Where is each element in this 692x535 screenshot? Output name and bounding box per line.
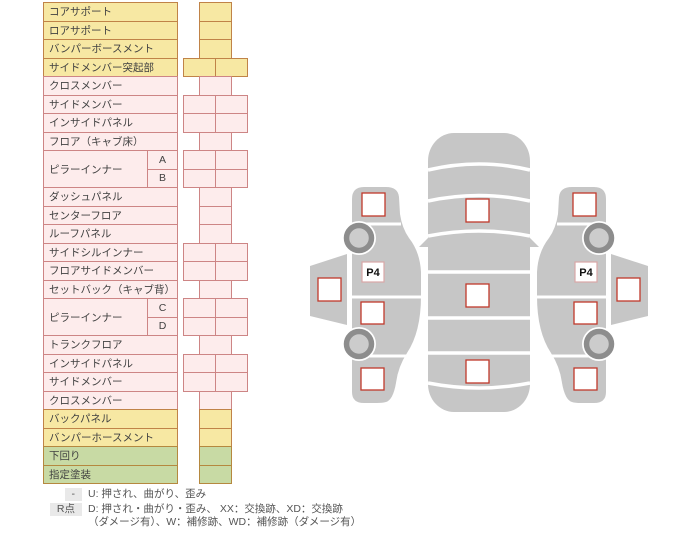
part-row: クロスメンバー: [43, 390, 248, 410]
part-sublabel: C: [147, 298, 178, 318]
part-label: バックパネル: [43, 409, 178, 429]
part-row: バンパーホースメント: [43, 427, 248, 447]
part-label: クロスメンバー: [43, 390, 178, 410]
damage-code-legend: - U: 押され、曲がり、歪み R点 D: 押され・曲がり・歪み、 XX：交換跡、XD…: [48, 488, 361, 531]
part-row: サイドメンバー: [43, 94, 248, 114]
part-label: フロア（キャブ床）: [43, 131, 178, 151]
part-row: バンパーボースメント: [43, 39, 248, 59]
part-label: バンパーボースメント: [43, 39, 178, 59]
part-label: サイドシルインナー: [43, 242, 178, 262]
legend-text: U: 押され、曲がり、歪み: [88, 488, 206, 502]
part-sublabel: A: [147, 150, 178, 170]
part-row: 下回り: [43, 446, 248, 466]
part-row: サイドシルインナー: [43, 242, 248, 262]
damage-cells: [182, 464, 248, 484]
damage-marker-box[interactable]: [360, 367, 385, 391]
legend-text-line: （ダメージ有）、W：補修跡、WD：補修跡（ダメージ有）: [88, 516, 362, 528]
damage-marker-box[interactable]: [317, 277, 342, 302]
part-row: ルーフパネル: [43, 224, 248, 244]
damage-marker-box[interactable]: [465, 359, 490, 384]
part-row: バックパネル: [43, 409, 248, 429]
legend-text-line: D: 押され・曲がり・歪み、 XX：交換跡、XD：交換跡: [88, 502, 343, 515]
damage-marker-box[interactable]: [360, 301, 385, 325]
damage-cells: [182, 150, 248, 188]
part-label: サイドメンバー突起部: [43, 57, 178, 77]
part-label: クロスメンバー: [43, 76, 178, 96]
p4-point-label: P4: [579, 267, 593, 279]
part-label: 指定塗装: [43, 464, 178, 484]
part-row-group: ピラーインナー C D: [43, 298, 248, 336]
damage-marker-box[interactable]: [616, 277, 641, 302]
part-label: ピラーインナー: [43, 150, 148, 188]
damage-cells: [182, 113, 248, 133]
part-label: サイドメンバー: [43, 94, 178, 114]
part-label: フロアサイドメンバー: [43, 261, 178, 281]
part-label: インサイドパネル: [43, 113, 178, 133]
damage-marker-box[interactable]: [573, 301, 598, 325]
p4-point-label: P4: [366, 267, 380, 279]
p4-point-box-right[interactable]: [574, 261, 598, 283]
damage-cells: [182, 94, 248, 114]
part-row-group: ピラーインナー A B: [43, 150, 248, 188]
part-row: フロア（キャブ床）: [43, 131, 248, 151]
part-row: コアサポート: [43, 2, 248, 22]
legend-badge: -: [64, 488, 82, 501]
legend-badge-column: R点: [48, 502, 82, 516]
damage-marker-box[interactable]: [465, 283, 490, 308]
damage-cell-row: [182, 150, 248, 170]
part-row: 指定塗装: [43, 464, 248, 484]
part-row: センターフロア: [43, 205, 248, 225]
p4-point-box-left[interactable]: [361, 261, 385, 283]
part-row: サイドメンバー: [43, 372, 248, 392]
legend-text-line: U: 押され、曲がり、歪み: [88, 488, 207, 500]
legend-text: D: 押され・曲がり・歪み、 XX：交換跡、XD：交換跡 （ダメージ有）、W：補修…: [88, 503, 361, 530]
legend-row: R点 D: 押され・曲がり・歪み、 XX：交換跡、XD：交換跡 （ダメージ有）、W：…: [48, 502, 361, 530]
damage-cells: [182, 298, 248, 336]
legend-badge: R点: [49, 502, 82, 516]
damage-marker-box[interactable]: [361, 192, 386, 217]
damage-cell[interactable]: [198, 464, 232, 484]
part-row: フロアサイドメンバー: [43, 261, 248, 281]
part-row: インサイドパネル: [43, 113, 248, 133]
car-top-view: [419, 133, 539, 412]
legend-row: - U: 押され、曲がり、歪み: [48, 488, 361, 502]
damage-marker-box[interactable]: [572, 192, 597, 217]
part-label: センターフロア: [43, 205, 178, 225]
damage-cell-row: [182, 168, 248, 188]
damage-cells: [182, 261, 248, 281]
damage-marker-box[interactable]: [465, 198, 490, 223]
part-label: バンパーホースメント: [43, 427, 178, 447]
parts-table: コアサポート ロアサポート バンパーボースメント サイドメンバー突起部 クロスメンバーサ…: [43, 2, 248, 484]
legend-badge-column: -: [48, 488, 82, 501]
part-label: ピラーインナー: [43, 298, 148, 336]
part-row: サイドメンバー突起部: [43, 57, 248, 77]
damage-marker-box[interactable]: [573, 367, 598, 391]
damage-cells: [182, 372, 248, 392]
